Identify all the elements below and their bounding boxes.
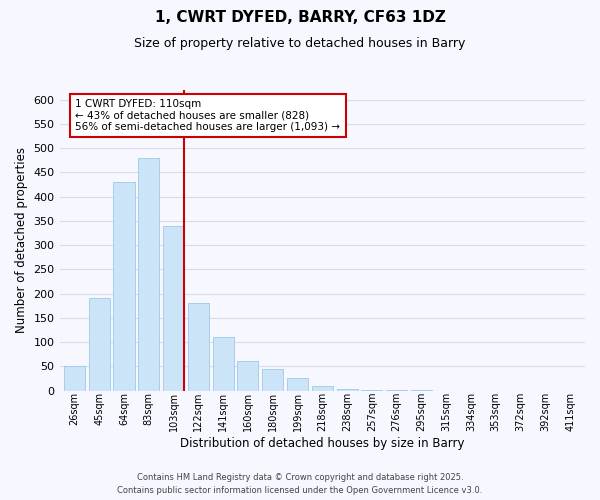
Bar <box>188 304 209 390</box>
Bar <box>113 182 134 390</box>
Y-axis label: Number of detached properties: Number of detached properties <box>15 148 28 334</box>
Bar <box>287 378 308 390</box>
Bar <box>262 368 283 390</box>
Text: 1, CWRT DYFED, BARRY, CF63 1DZ: 1, CWRT DYFED, BARRY, CF63 1DZ <box>155 10 445 25</box>
Text: 1 CWRT DYFED: 110sqm
← 43% of detached houses are smaller (828)
56% of semi-deta: 1 CWRT DYFED: 110sqm ← 43% of detached h… <box>76 99 340 132</box>
Bar <box>238 362 259 390</box>
Bar <box>163 226 184 390</box>
Bar <box>89 298 110 390</box>
X-axis label: Distribution of detached houses by size in Barry: Distribution of detached houses by size … <box>180 437 464 450</box>
Text: Size of property relative to detached houses in Barry: Size of property relative to detached ho… <box>134 38 466 51</box>
Bar <box>337 389 358 390</box>
Bar <box>138 158 160 390</box>
Text: Contains HM Land Registry data © Crown copyright and database right 2025.
Contai: Contains HM Land Registry data © Crown c… <box>118 474 482 495</box>
Bar <box>312 386 333 390</box>
Bar <box>212 337 233 390</box>
Bar <box>64 366 85 390</box>
